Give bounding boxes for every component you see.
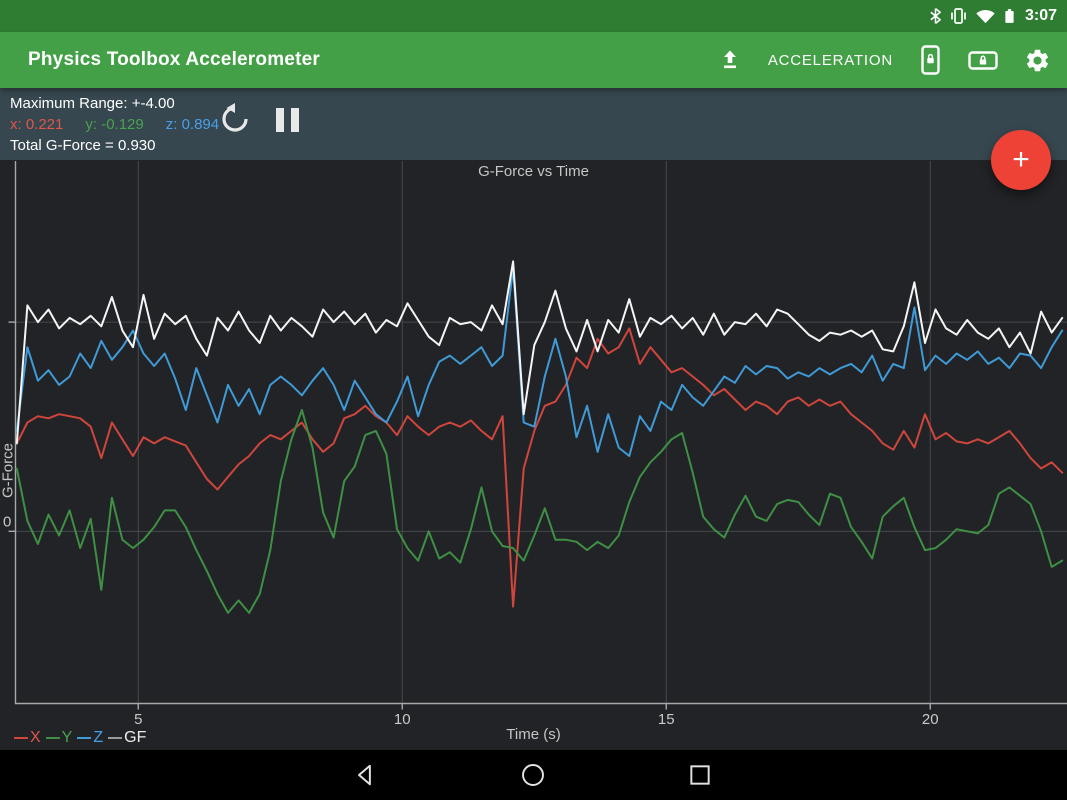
gforce-chart: 5 10 15 20 0 [3,161,1067,728]
legend-label-z: Z [93,729,104,746]
legend-item-gf: GF [108,729,151,747]
legend-dash [108,737,123,739]
app-actions: ACCELERATION [718,45,1051,75]
sensor-readout-bar: Maximum Range: +-4.00 x: 0.221 y: -0.129 z… [0,88,1067,160]
battery-icon [1005,9,1014,23]
screen-lock-portrait-icon[interactable] [919,45,942,75]
back-button[interactable] [352,762,378,788]
legend-label-x: X [30,729,41,746]
chart-area: 5 10 15 20 0 G-Force vs Time G-Force Time (s… [0,160,1067,750]
vibrate-icon [951,8,966,24]
home-button[interactable] [520,762,546,788]
legend-dash [77,737,92,739]
record-fab[interactable]: + [991,130,1051,190]
legend-item-z: Z [77,729,108,747]
svg-text:0: 0 [3,513,11,530]
legend-label-gf: GF [124,729,147,746]
legend-label-y: Y [61,729,73,746]
svg-text:15: 15 [658,711,675,728]
total-gforce-label: Total G-Force = 0.930 [10,137,156,154]
chart-title: G-Force vs Time [478,163,589,180]
legend-item-x: X [14,729,46,747]
legend-dash [14,737,28,739]
app-title: Physics Toolbox Accelerometer [28,49,320,70]
pause-icon [291,108,299,132]
acceleration-mode-button[interactable]: ACCELERATION [767,51,893,69]
y-value: y: -0.129 [85,116,144,133]
reset-icon[interactable] [218,102,252,136]
wifi-icon [976,9,995,23]
svg-text:20: 20 [922,711,939,728]
recents-button[interactable] [687,762,713,788]
status-time: 3:07 [1024,7,1057,24]
x-axis-label: Time (s) [506,726,561,743]
svg-text:10: 10 [394,711,411,728]
svg-text:5: 5 [134,711,142,728]
y-axis-label: G-Force [0,443,17,499]
upload-icon[interactable] [718,48,742,72]
pause-icon [276,108,284,132]
bluetooth-icon [930,7,941,25]
screen-lock-landscape-icon[interactable] [968,49,998,72]
pause-button[interactable] [276,106,299,132]
max-range-label: Maximum Range: +-4.00 [10,95,175,112]
status-bar: 3:07 [0,0,1067,32]
app-bar: Physics Toolbox Accelerometer ACCELERATI… [0,32,1067,88]
settings-gear-icon[interactable] [1024,47,1051,74]
axis-values: x: 0.221 y: -0.129 z: 0.894 [10,114,1057,135]
legend-item-y: Y [45,729,78,747]
z-value: z: 0.894 [165,116,220,133]
legend-dash [45,737,60,739]
sensor-controls [218,102,299,136]
chart-legend: X Y Z GF [14,729,151,747]
x-value: x: 0.221 [10,116,64,133]
nav-bar [0,750,1067,800]
